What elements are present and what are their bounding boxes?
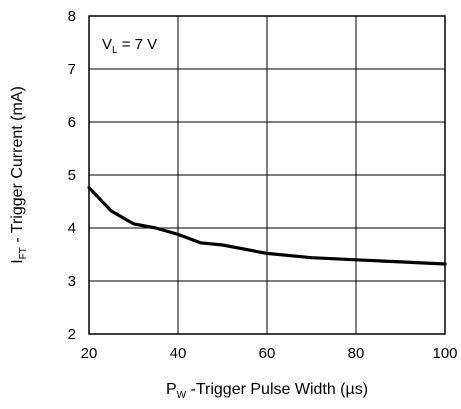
x-axis-label: PW -Trigger Pulse Width (µs) [166,381,368,401]
x-tick-label-40: 40 [170,345,187,362]
y-tick-label-8: 8 [68,8,76,25]
y-tick-label-4: 4 [68,220,76,237]
series-group [87,186,447,266]
x-tick-label-100: 100 [432,345,457,362]
series-line-0 [87,186,447,266]
plot-frame [88,15,446,335]
y-tick-label-2: 2 [68,326,76,343]
y-tick-label-3: 3 [68,273,76,290]
y-axis-ticks: 2 3 4 5 6 7 8 [68,8,76,343]
x-tick-label-80: 80 [348,345,365,362]
y-tick-label-7: 7 [68,61,76,78]
vl-annotation: VL = 7 V [102,36,157,56]
grid-lines [88,15,446,335]
y-tick-label-5: 5 [68,167,76,184]
y-axis-label: IFT - Trigger Current (mA) [9,86,29,264]
x-axis-ticks: 20 40 60 80 100 [81,345,458,362]
x-tick-label-20: 20 [81,345,98,362]
x-tick-label-60: 60 [259,345,276,362]
y-tick-label-6: 6 [68,114,76,131]
